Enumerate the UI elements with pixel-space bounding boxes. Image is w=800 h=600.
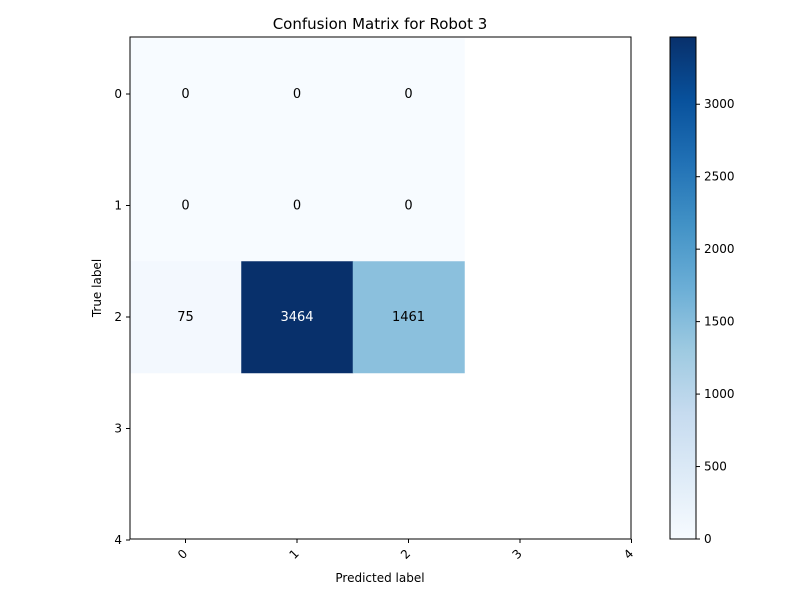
heatmap-cell-labels: 0 0 0 0 0 0 75 3464 1461 [177,87,425,325]
cell-value-label: 0 [404,87,412,102]
colorbar-tick-label: 1500 [704,315,735,329]
heatmap-cell [129,261,242,374]
heatmap-cell [352,149,465,262]
heatmap-cell [241,149,354,262]
cell-value-label: 0 [181,199,189,214]
chart-title: Confusion Matrix for Robot 3 [273,15,488,33]
colorbar-tick-label: 2500 [704,170,735,184]
y-axis-label: True label [90,259,104,318]
cell-value-label: 75 [177,310,194,325]
y-tick-label: 0 [114,87,122,101]
y-tick-label: 4 [114,533,122,547]
heatmap-cell [129,38,242,151]
x-tick-label: 1 [287,547,302,562]
heatmap-cell [129,149,242,262]
x-axis-label: Predicted label [335,571,424,585]
heatmap-cell [352,261,465,374]
cell-value-label: 0 [404,199,412,214]
y-tick-label: 1 [114,199,122,213]
colorbar-tick-label: 2000 [704,242,735,256]
x-tick-label: 4 [621,547,636,562]
cell-value-label: 3464 [280,310,313,325]
x-tick-label: 3 [510,547,525,562]
colorbar [669,36,697,540]
x-axis-ticks: 0 1 2 3 4 [175,539,636,562]
colorbar-tick-label: 500 [704,460,727,474]
colorbar-tick-label: 0 [704,532,712,546]
cell-value-label: 0 [181,87,189,102]
colorbar-tick-label: 1000 [704,387,735,401]
heatmap-cell [241,261,354,374]
colorbar-tick-label: 3000 [704,97,735,111]
y-tick-label: 2 [114,310,122,324]
x-tick-label: 0 [175,547,190,562]
y-tick-label: 3 [114,422,122,436]
heatmap-cell [241,38,354,151]
heatmap-cells [129,38,465,374]
cell-value-label: 1461 [392,310,425,325]
plot-frame [129,36,632,540]
x-tick-label: 2 [398,547,413,562]
cell-value-label: 0 [293,87,301,102]
cell-value-label: 0 [293,199,301,214]
heatmap-cell [352,38,465,151]
y-axis-ticks: 0 1 2 3 4 [114,87,130,547]
colorbar-ticks: 0 500 1000 1500 2000 2500 3000 [696,97,735,546]
